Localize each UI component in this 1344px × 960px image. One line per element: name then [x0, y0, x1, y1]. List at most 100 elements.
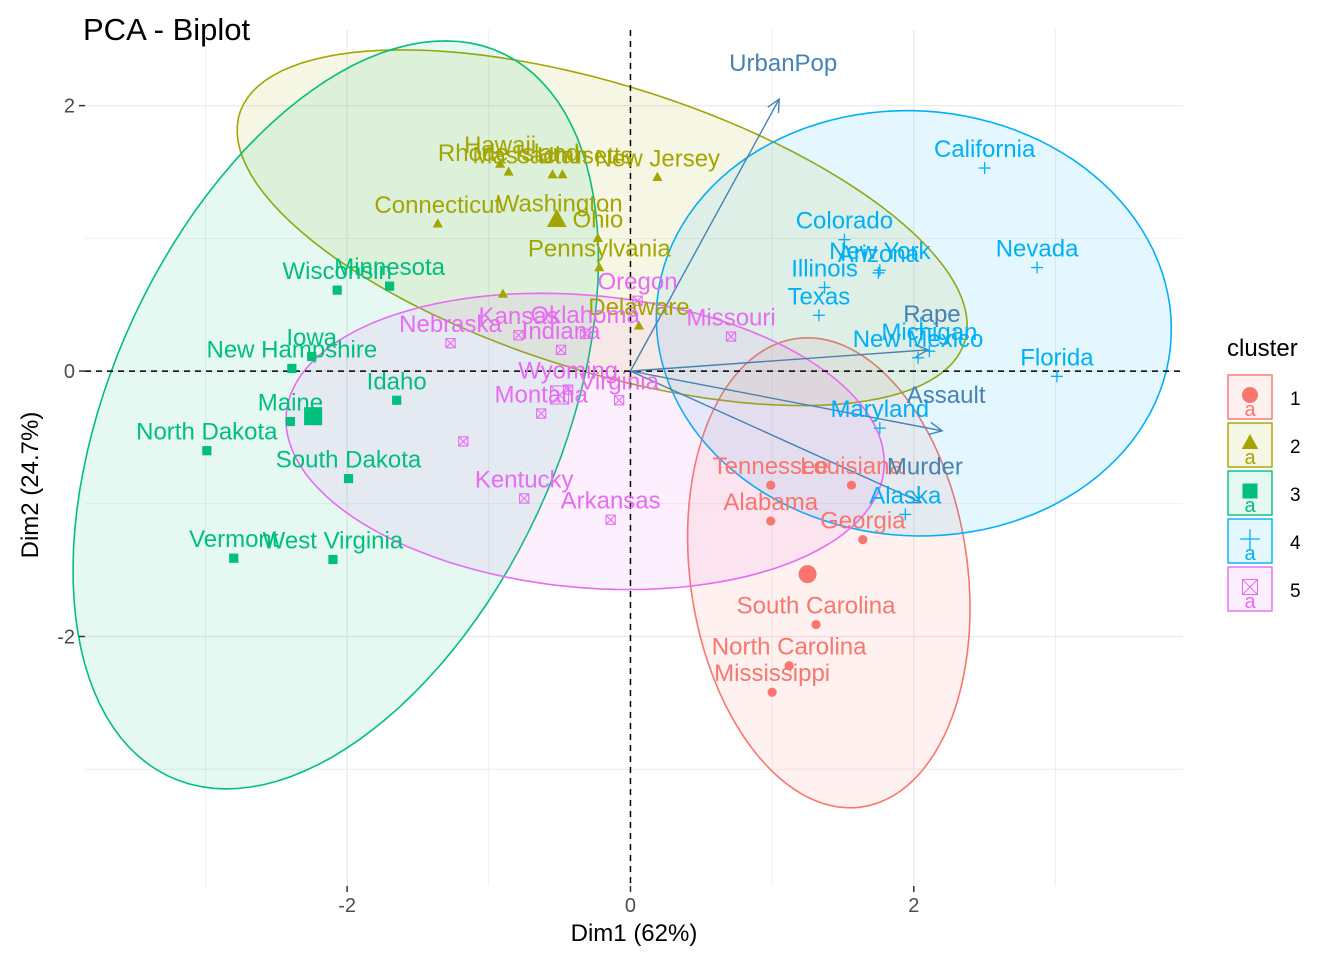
label-pennsylvania: Pennsylvania — [528, 236, 671, 263]
variable-label-murder: Murder — [887, 453, 963, 480]
centroid-cluster-2 — [546, 208, 567, 227]
legend-key-4: a — [1227, 518, 1273, 565]
label-florida: Florida — [1020, 344, 1094, 371]
point-new-mexico — [912, 351, 925, 364]
point-texas — [812, 309, 825, 322]
variable-label-rape: Rape — [903, 301, 960, 328]
point-virginia-box — [613, 395, 625, 406]
label-minnesota: Minnesota — [334, 254, 445, 281]
legend-symbol-5-d2 — [1242, 579, 1258, 595]
label-wyoming: Wyoming — [518, 358, 618, 385]
point-wisconsin — [332, 285, 342, 295]
point-south-carolina — [811, 619, 821, 630]
point-arizona — [872, 266, 885, 279]
legend-title: cluster — [1227, 335, 1298, 362]
point-arkansas-d2 — [605, 514, 616, 525]
point-oklahoma-d2 — [580, 328, 591, 339]
point-colorado — [838, 233, 851, 246]
arrow-murder — [630, 370, 922, 504]
label-missouri: Missouri — [686, 305, 775, 332]
point-ohio — [592, 232, 603, 243]
label-nevada: Nevada — [996, 236, 1079, 263]
legend-label-5: 5 — [1290, 581, 1301, 602]
point-north-carolina — [784, 661, 794, 671]
legend: cluster a 1 a 2 a 3 a 4 a 5 — [1227, 335, 1301, 613]
label-georgia: Georgia — [820, 508, 906, 535]
point-hawaii — [495, 158, 506, 168]
label-connecticut: Connecticut — [374, 192, 501, 219]
label-massachusetts: Massachusetts — [472, 143, 632, 170]
y-axis-label: Dim2 (24.7%) — [17, 412, 44, 559]
point-delaware — [633, 320, 645, 330]
variable-labels: UrbanPop Rape Assault Murder — [729, 50, 986, 480]
point-west-virginia — [328, 554, 338, 565]
point-south-dakota — [343, 473, 354, 484]
point-vermont — [229, 553, 239, 563]
arrowhead-murder — [906, 491, 923, 504]
point-kansas — [513, 330, 524, 341]
point-montana-d2 — [536, 408, 547, 419]
label-maryland: Maryland — [830, 396, 929, 423]
point-illinois — [818, 281, 831, 294]
point-new-york-dup — [497, 288, 509, 298]
legend-letter-5: a — [1244, 591, 1256, 613]
label-virginia: Virginia — [579, 368, 659, 395]
point-alaska — [899, 508, 912, 521]
point-nebraska-south — [458, 436, 469, 447]
centroid-cluster-5-box — [550, 385, 570, 405]
cluster-ellipse-1 — [686, 336, 971, 809]
point-kansas-d2 — [513, 330, 524, 341]
point-montana-box — [536, 408, 547, 419]
variable-label-assault: Assault — [907, 382, 986, 409]
y-tick-label-0: -2 — [57, 626, 75, 648]
arrowhead-assault — [928, 421, 944, 436]
y-tick-label-2: 2 — [64, 96, 75, 118]
cluster-ellipse-3 — [72, 40, 600, 790]
label-alaska: Alaska — [869, 482, 942, 509]
centroid-cluster-3 — [304, 407, 323, 426]
legend-letter-4: a — [1244, 543, 1256, 565]
label-kansas: Kansas — [479, 303, 559, 330]
point-pennsylvania — [594, 262, 605, 272]
point-oregon — [632, 295, 643, 306]
point-nebraska-d2 — [445, 338, 456, 349]
point-kentucky-box — [519, 493, 530, 504]
point-new-york — [873, 264, 886, 277]
label-colorado: Colorado — [796, 208, 893, 235]
label-indiana: Indiana — [522, 318, 601, 345]
label-delaware: Delaware — [588, 294, 689, 321]
label-arkansas: Arkansas — [561, 488, 661, 515]
point-maine — [285, 416, 296, 427]
legend-letter-1: a — [1244, 399, 1256, 421]
label-new-hampshire: New Hampshire — [206, 336, 377, 363]
label-louisiana: Louisiana — [800, 453, 903, 480]
point-indiana-d2 — [556, 344, 567, 355]
label-hawaii: Hawaii — [464, 132, 536, 159]
legend-key-box-5 — [1227, 566, 1273, 612]
point-oklahoma-box — [579, 328, 591, 340]
reference-lines — [85, 30, 1183, 886]
point-georgia — [858, 535, 868, 545]
label-maine: Maine — [258, 390, 323, 417]
point-mississippi — [767, 687, 777, 697]
cluster-ellipse-5 — [285, 292, 886, 591]
arrow-rape — [630, 349, 929, 372]
label-wisconsin: Wisconsin — [283, 258, 392, 285]
point-connecticut — [432, 218, 443, 228]
label-north-carolina: North Carolina — [712, 634, 867, 661]
x-tick-label-2: 2 — [908, 895, 919, 917]
point-arkansas-box — [605, 514, 616, 525]
label-utah: Utah — [537, 143, 588, 170]
x-tick-label-1: 0 — [625, 895, 636, 917]
point-tennessee — [766, 480, 776, 490]
label-new-york: New York — [829, 238, 931, 265]
legend-symbol-4 — [1240, 529, 1260, 549]
label-rhode-island: Rhode Island — [438, 140, 579, 167]
point-oregon-d2 — [632, 295, 643, 306]
label-washington: Washington — [497, 190, 623, 217]
arrow-urbanpop — [629, 98, 780, 372]
point-new-jersey — [652, 171, 663, 181]
centroid-cluster-5-d2 — [550, 385, 570, 405]
grid-lines — [85, 30, 1183, 886]
